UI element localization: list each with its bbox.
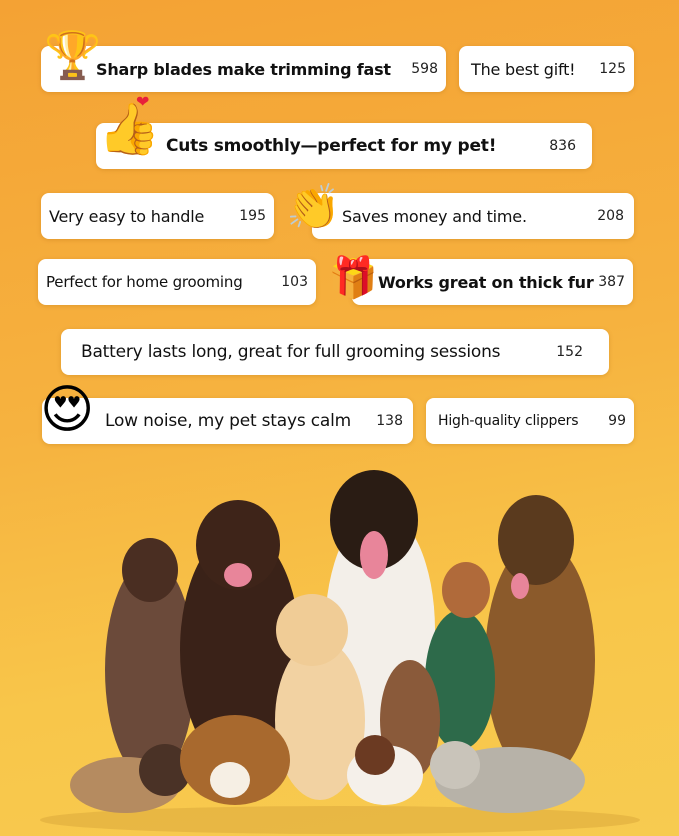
- review-text: Works great on thick fur: [378, 272, 594, 292]
- review-text: Perfect for home grooming: [46, 273, 243, 291]
- german-shepherd: [485, 495, 595, 780]
- trophy-icon: 🏆: [44, 28, 102, 82]
- review-text: Cuts smoothly—perfect for my pet!: [166, 136, 497, 156]
- review-count: 125: [599, 61, 626, 77]
- review-text: The best gift!: [471, 59, 576, 79]
- review-tag: Very easy to handle 195: [41, 193, 274, 239]
- tabby-cat: [430, 741, 585, 813]
- basenji-in-sweater: [425, 562, 495, 750]
- review-tag: Low noise, my pet stays calm 138: [42, 398, 413, 444]
- review-count: 138: [376, 413, 403, 429]
- review-tag: Saves money and time. 208: [312, 193, 634, 239]
- review-tag: Battery lasts long, great for full groom…: [61, 329, 609, 375]
- gift-box-icon: 🎁: [328, 255, 378, 301]
- review-text: Saves money and time.: [342, 206, 527, 226]
- review-count: 836: [549, 138, 576, 154]
- review-tag: Works great on thick fur 387: [352, 259, 633, 305]
- review-tag: Cuts smoothly—perfect for my pet! 836: [96, 123, 592, 169]
- review-tag: High-quality clippers 99: [426, 398, 634, 444]
- review-tag: Perfect for home grooming 103: [38, 259, 316, 305]
- thumbs-up-heart-icon: 👍: [98, 100, 161, 158]
- review-text: High-quality clippers: [438, 413, 579, 429]
- review-count: 598: [411, 61, 438, 77]
- bulldog-puppy: [70, 744, 191, 813]
- review-count: 103: [281, 274, 308, 290]
- dogs-and-cat-photo: [40, 470, 640, 834]
- review-tag: The best gift! 125: [459, 46, 634, 92]
- yellow-lab-puppy: [275, 594, 365, 800]
- labrador-chocolate: [180, 500, 300, 770]
- shadow: [40, 806, 640, 834]
- review-count: 387: [598, 274, 625, 290]
- review-tag: Sharp blades make trimming fast 598: [41, 46, 446, 92]
- review-text: Battery lasts long, great for full groom…: [81, 342, 501, 362]
- review-text: Sharp blades make trimming fast: [96, 59, 391, 79]
- review-count: 99: [608, 413, 626, 429]
- jack-russell-puppy: [347, 735, 423, 805]
- review-text: Low noise, my pet stays calm: [105, 411, 351, 431]
- review-count: 195: [239, 208, 266, 224]
- pointer-dog: [105, 538, 195, 780]
- heart-icon: ❤: [136, 92, 150, 111]
- review-count: 152: [556, 344, 583, 360]
- review-text: Very easy to handle: [49, 206, 205, 226]
- beagle: [180, 715, 290, 805]
- clapping-hands-icon: 👏: [286, 182, 341, 233]
- review-count: 208: [597, 208, 624, 224]
- heart-eyes-emoji-icon: 😍: [40, 380, 95, 440]
